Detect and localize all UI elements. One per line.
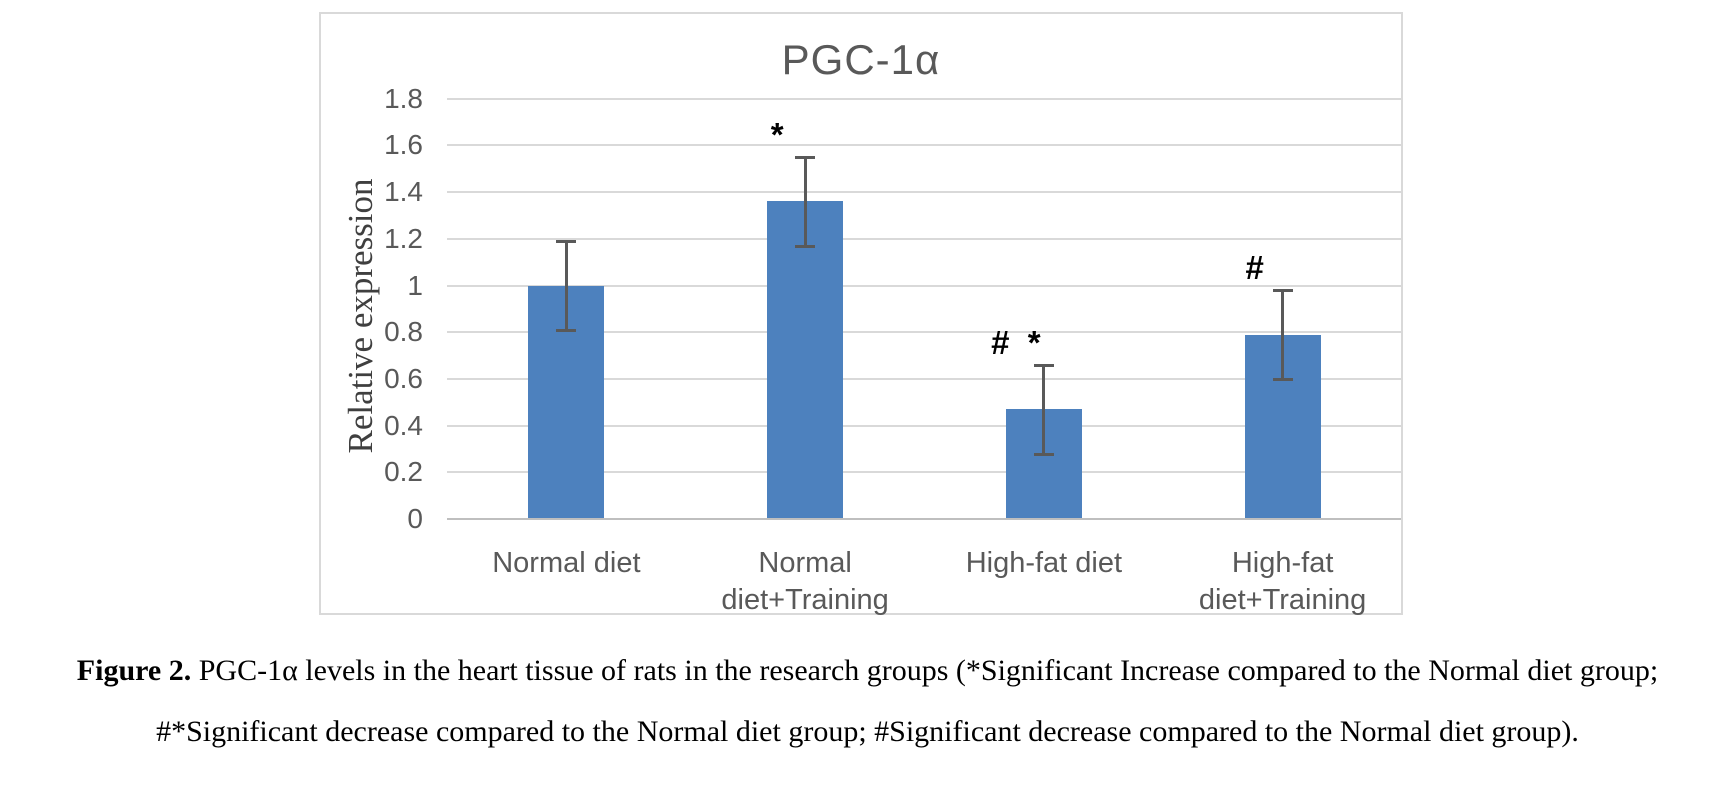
error-bar-top-cap [795,156,816,160]
y-axis-tick-label: 1.6 [384,129,423,161]
error-bar-top-cap [556,240,577,244]
figure-caption: Figure 2. PGC-1α levels in the heart tis… [0,652,1735,751]
y-axis-tick-label: 0 [407,503,423,534]
chart-title: PGC-1α [781,36,941,83]
y-gridline [447,144,1401,147]
chart-container: PGC-1α Relative expression 0 0.2 0.4 0.6 0.8… [319,12,1403,616]
y-gridline [447,471,1401,474]
y-gridline [447,424,1401,427]
significance-marker: * [770,116,784,154]
error-bar-bottom-cap [1033,452,1054,456]
y-gridline [447,97,1401,100]
y-axis-tick-label: 1.4 [384,176,423,208]
error-bar-bottom-cap [795,244,816,248]
caption-line-1: Figure 2. PGC-1α levels in the heart tis… [0,652,1735,690]
category-label: High-fat diet+Training [1198,547,1367,616]
error-bar [564,241,568,330]
y-gridline [447,377,1401,380]
y-axis-tick-label: 1 [407,269,423,301]
error-bar-top-cap [1033,363,1054,367]
category-label: Normal diet [492,547,641,579]
error-bar [803,157,807,246]
caption-line-2: #*Significant decrease compared to the N… [156,715,1579,748]
y-gridline [447,237,1401,240]
error-bar [1042,364,1046,454]
y-axis-tick-label: 0.2 [384,456,423,488]
y-gridline [447,191,1401,194]
x-axis-category-labels: Normal diet Normal diet+Training High-fat … [447,545,1402,619]
y-axis-tick-label: 0.6 [384,362,423,394]
data-bar [767,201,844,519]
y-axis-tick-label: 0.4 [384,409,423,441]
y-axis-tick-label: 0.8 [384,316,423,348]
y-gridline [447,331,1401,334]
y-axis-tick-label: 1.2 [384,222,423,254]
caption-line-1-text: PGC-1α levels in the heart tissue of rat… [191,654,1659,687]
category-label: High-fat diet [965,547,1123,579]
significance-marker: # * [991,323,1041,361]
x-axis-line [447,518,1401,520]
error-bar-top-cap [1272,289,1293,293]
caption-figure-label: Figure 2. [76,654,192,687]
significance-marker: # [1245,249,1264,287]
error-bar [1281,290,1285,379]
error-bar-bottom-cap [556,328,577,332]
error-bar-bottom-cap [1272,377,1293,381]
category-label: Normal diet+Training [721,547,889,616]
y-axis-tick-label: 1.8 [384,82,423,114]
y-gridline [447,284,1401,287]
